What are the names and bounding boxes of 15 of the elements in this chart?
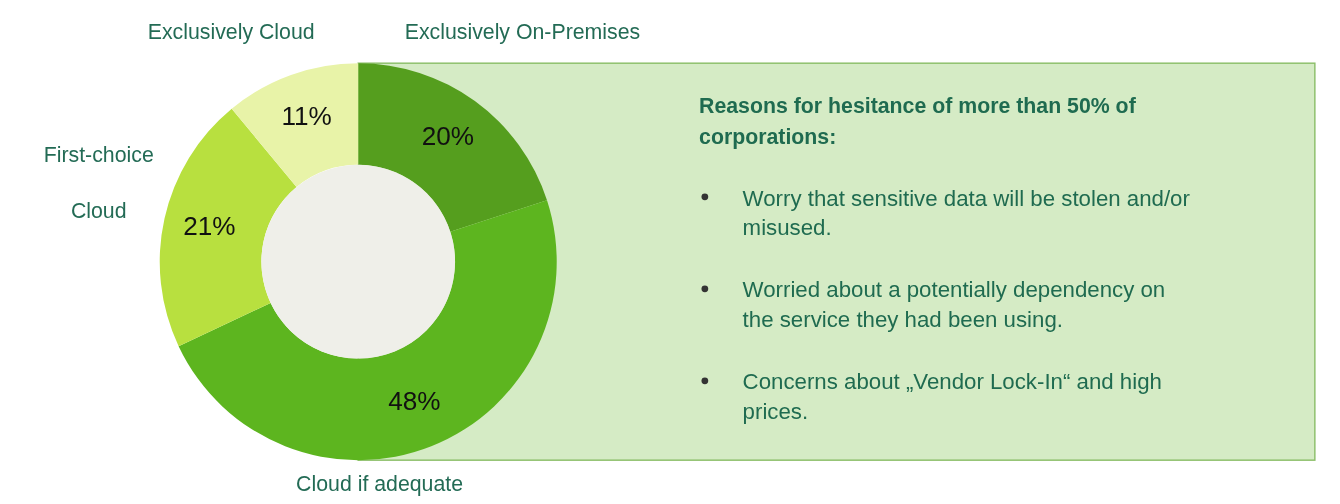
slice-label: Cloud if adequate (296, 472, 464, 497)
text: Reasons for hesitance of more than 50% of corporations: (699, 93, 1137, 149)
donut-slice (358, 63, 547, 232)
text: Worry that sensitive data will be stolen and/or misused. (742, 185, 1191, 240)
data-label: 20% (421, 121, 475, 152)
donut-slice (231, 63, 359, 188)
slice-label: Exclusively On-Premises (404, 19, 641, 44)
slice-label: Exclusively Cloud (147, 19, 315, 44)
donut-slice (178, 200, 557, 461)
data-label: 11% (281, 101, 332, 132)
data-label: 21% (183, 211, 236, 242)
category-label: First-choice Cloud (43, 142, 154, 223)
text: Worried about a potentially dependency on the service they had been using. (742, 277, 1166, 332)
text: Concerns about „Vendor Lock-In“ and high prices. (742, 369, 1162, 424)
data-label: 48% (388, 386, 441, 417)
